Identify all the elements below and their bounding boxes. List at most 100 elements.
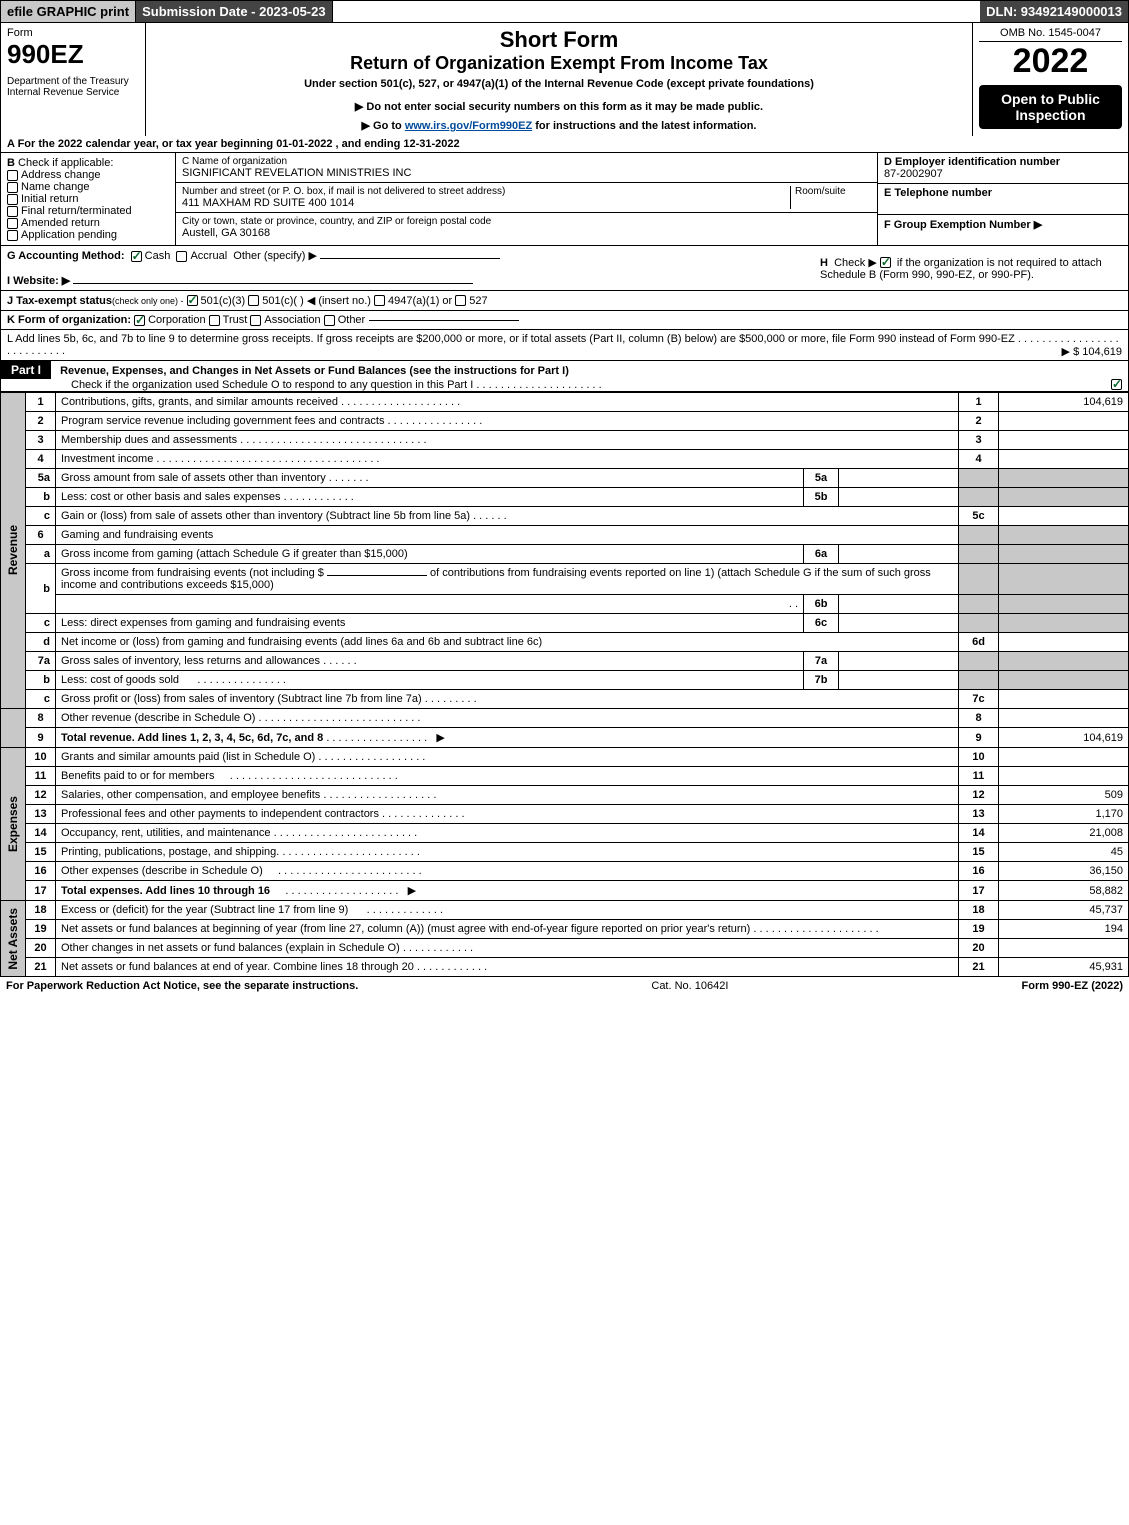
tax-year: 2022	[979, 42, 1122, 81]
goto-post: for instructions and the latest informat…	[532, 120, 756, 132]
row-j: J Tax-exempt status (check only one) - 5…	[0, 291, 1129, 311]
ln2-rnum: 2	[959, 412, 999, 431]
chk-527[interactable]	[455, 295, 466, 306]
ln3-desc: Membership dues and assessments	[61, 434, 237, 446]
chk-address-change[interactable]	[7, 170, 18, 181]
ln5c-val	[999, 507, 1129, 526]
ln9-desc: Total revenue. Add lines 1, 2, 3, 4, 5c,…	[61, 732, 323, 744]
ln4-desc: Investment income	[61, 453, 153, 465]
ln19-rnum: 19	[959, 920, 999, 939]
chk-amended-return[interactable]	[7, 218, 18, 229]
chk-other-org[interactable]	[324, 315, 335, 326]
col-c: C Name of organization SIGNIFICANT REVEL…	[176, 153, 878, 245]
ln5a-gray	[959, 469, 999, 488]
lbl-address-change: Address change	[21, 169, 101, 181]
lbl-trust: Trust	[223, 314, 248, 326]
ln7c-val	[999, 690, 1129, 709]
vlabel-netassets: Net Assets	[6, 908, 20, 970]
ln6a-mid: 6a	[804, 545, 839, 564]
ln7c-desc: Gross profit or (loss) from sales of inv…	[61, 693, 422, 705]
part1-header: Part I Revenue, Expenses, and Changes in…	[0, 361, 1129, 392]
ln10-val	[999, 748, 1129, 767]
row-k: K Form of organization: Corporation Trus…	[0, 311, 1129, 330]
ln21-rnum: 21	[959, 958, 999, 977]
street-label: Number and street (or P. O. box, if mail…	[182, 186, 786, 197]
ln4-val	[999, 450, 1129, 469]
row-l: L Add lines 5b, 6c, and 7b to line 9 to …	[0, 330, 1129, 361]
city-state-zip: Austell, GA 30168	[182, 227, 871, 239]
chk-name-change[interactable]	[7, 182, 18, 193]
ln1-rnum: 1	[959, 393, 999, 412]
dln-label: DLN: 93492149000013	[980, 1, 1128, 22]
ln16-desc: Other expenses (describe in Schedule O)	[61, 865, 263, 877]
no-ssn-note: ▶ Do not enter social security numbers o…	[152, 100, 966, 113]
h-check-text: Check ▶	[834, 257, 877, 269]
d-label: D Employer identification number	[884, 156, 1060, 168]
chk-501c[interactable]	[248, 295, 259, 306]
form-header: Form 990EZ Department of the Treasury In…	[0, 23, 1129, 136]
lbl-other-org: Other	[338, 314, 366, 326]
i-label: I Website: ▶	[7, 275, 70, 287]
chk-accrual[interactable]	[176, 251, 187, 262]
chk-h[interactable]	[880, 257, 891, 268]
other-org-line[interactable]	[369, 320, 519, 321]
form-number: 990EZ	[7, 39, 139, 70]
g-label: G Accounting Method:	[7, 250, 125, 262]
ln2-desc: Program service revenue including govern…	[61, 415, 384, 427]
chk-application-pending[interactable]	[7, 230, 18, 241]
ln19-desc: Net assets or fund balances at beginning…	[61, 923, 750, 935]
page-footer: For Paperwork Reduction Act Notice, see …	[0, 977, 1129, 995]
ln16-val: 36,150	[999, 862, 1129, 881]
ln10-rnum: 10	[959, 748, 999, 767]
ln1-desc: Contributions, gifts, grants, and simila…	[61, 396, 338, 408]
chk-corporation[interactable]	[134, 315, 145, 326]
ln4-rnum: 4	[959, 450, 999, 469]
ln17-rnum: 17	[959, 881, 999, 901]
ln5a-midval	[839, 469, 959, 488]
info-grid: B Check if applicable: Address change Na…	[0, 153, 1129, 246]
efile-label[interactable]: efile GRAPHIC print	[1, 1, 136, 22]
ln11-rnum: 11	[959, 767, 999, 786]
under-section: Under section 501(c), 527, or 4947(a)(1)…	[152, 78, 966, 90]
chk-4947[interactable]	[374, 295, 385, 306]
ln13-val: 1,170	[999, 805, 1129, 824]
l-text: L Add lines 5b, 6c, and 7b to line 9 to …	[7, 333, 1015, 345]
open-inspection-badge: Open to Public Inspection	[979, 85, 1122, 129]
chk-initial-return[interactable]	[7, 194, 18, 205]
chk-cash[interactable]	[131, 251, 142, 262]
chk-schedule-o[interactable]	[1111, 379, 1122, 390]
ln6c-mid: 6c	[804, 614, 839, 633]
ln15-desc: Printing, publications, postage, and shi…	[61, 846, 279, 858]
dept-label: Department of the Treasury Internal Reve…	[7, 76, 139, 98]
room-suite-label: Room/suite	[791, 186, 871, 209]
ln5c-rnum: 5c	[959, 507, 999, 526]
ln20-val	[999, 939, 1129, 958]
ln16-rnum: 16	[959, 862, 999, 881]
ln21-val: 45,931	[999, 958, 1129, 977]
ln13-desc: Professional fees and other payments to …	[61, 808, 379, 820]
ln6b-blank[interactable]	[327, 575, 427, 576]
ln5c-desc: Gain or (loss) from sale of assets other…	[61, 510, 470, 522]
ln9-val: 104,619	[999, 728, 1129, 748]
ln8-desc: Other revenue (describe in Schedule O)	[61, 712, 255, 724]
irs-link[interactable]: www.irs.gov/Form990EZ	[405, 120, 532, 132]
ln6a-desc: Gross income from gaming (attach Schedul…	[56, 545, 804, 564]
ln7a-mid: 7a	[804, 652, 839, 671]
omb-number: OMB No. 1545-0047	[979, 27, 1122, 42]
chk-association[interactable]	[250, 315, 261, 326]
short-form-title: Short Form	[152, 27, 966, 53]
h-label: H	[820, 257, 828, 269]
ln5b-midval	[839, 488, 959, 507]
other-specify-line[interactable]	[320, 258, 500, 259]
chk-501c3[interactable]	[187, 295, 198, 306]
lines-table: Revenue 1 Contributions, gifts, grants, …	[0, 392, 1129, 977]
l-amount: ▶ $ 104,619	[1062, 345, 1122, 358]
chk-final-return[interactable]	[7, 206, 18, 217]
ln3-val	[999, 431, 1129, 450]
website-line[interactable]	[73, 283, 473, 284]
top-bar: efile GRAPHIC print Submission Date - 20…	[0, 0, 1129, 23]
chk-trust[interactable]	[209, 315, 220, 326]
ln19-val: 194	[999, 920, 1129, 939]
ln18-desc: Excess or (deficit) for the year (Subtra…	[61, 904, 348, 916]
ln9-rnum: 9	[959, 728, 999, 748]
